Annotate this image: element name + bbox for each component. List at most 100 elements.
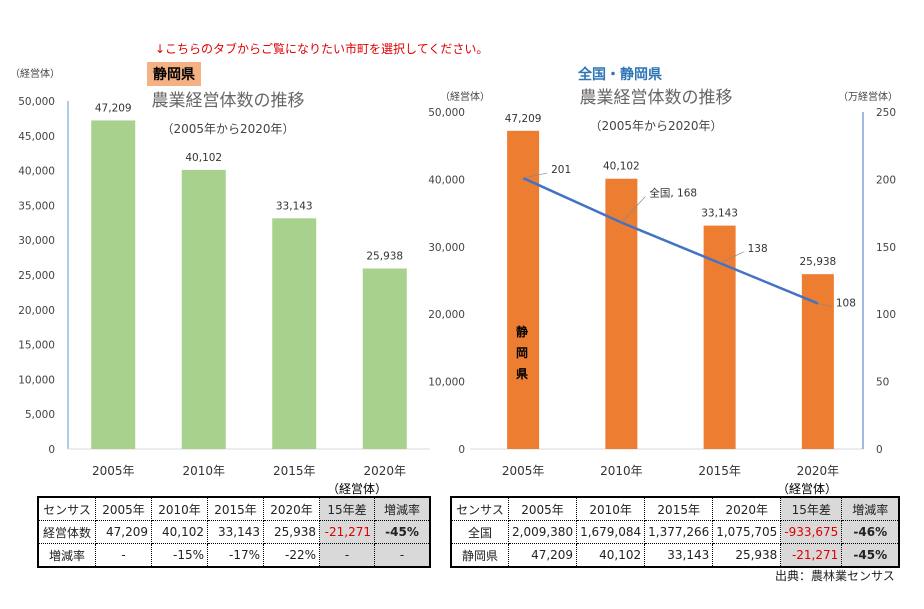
table-cell: 25,938	[712, 543, 782, 568]
right-table: センサス 2005年 2010年 2015年 2020年 15年差 増減率 全国 2,009,3…	[450, 496, 901, 568]
left-table: センサス 2005年 2010年 2015年 2020年 15年差 増減率 経営体数 47,20…	[37, 496, 431, 568]
bar	[605, 178, 638, 449]
table-cell: 2020年	[263, 496, 320, 521]
table-cell: -	[319, 543, 375, 568]
x-tick-label: 2015年	[698, 464, 741, 478]
data-label: 25,938	[800, 256, 837, 268]
y-tick-label: 50,000	[18, 96, 55, 108]
bar-series-label: 静	[516, 324, 528, 339]
data-label: 47,209	[95, 102, 132, 114]
unit-label-left: （経営体）	[327, 482, 388, 496]
leader-line	[621, 196, 646, 223]
bar-series-label: 岡	[516, 346, 528, 360]
y-tick-label: 45,000	[18, 131, 55, 143]
x-tick-label: 2005年	[92, 464, 135, 478]
x-tick-label: 2020年	[797, 464, 840, 478]
table-cell: -15%	[151, 543, 208, 568]
x-tick-label: 2010年	[600, 464, 643, 478]
y-tick-label: 50,000	[428, 107, 465, 119]
x-tick-label: 2010年	[182, 464, 225, 478]
y2-axis-label: （万経営体）	[838, 90, 898, 103]
table-row: 増減率 - -15% -17% -22% - -	[37, 543, 431, 568]
table-cell: 2015年	[207, 496, 264, 521]
data-label: 33,143	[701, 208, 738, 220]
table-cell: -21,271	[780, 543, 843, 568]
table-cell: 静岡県	[450, 543, 509, 568]
y-axis-label: （経営体）	[440, 90, 490, 103]
table-cell: 15年差	[319, 496, 375, 521]
chart-subtitle: （2005年から2020年）	[589, 119, 722, 133]
table-row: 静岡県 47,209 40,102 33,143 25,938 -21,271 -45%	[450, 543, 900, 568]
x-tick-label: 2020年	[363, 464, 406, 478]
y2-tick-label: 200	[876, 174, 896, 186]
leader-line	[817, 303, 832, 307]
leader-line	[523, 172, 548, 179]
bar	[801, 274, 834, 449]
chart-title: 農業経営体数の推移	[580, 88, 733, 108]
y-tick-label: 20,000	[428, 309, 465, 321]
table-cell: -	[95, 543, 152, 568]
data-label: 25,938	[366, 250, 403, 262]
y-tick-label: 10,000	[18, 374, 55, 386]
table-cell: 33,143	[644, 543, 714, 568]
table-cell: 2005年	[507, 496, 578, 521]
table-cell: 2010年	[151, 496, 208, 521]
table-header: センサス 2005年 2010年 2015年 2020年 15年差 増減率	[37, 496, 431, 521]
table-cell: センサス	[450, 496, 509, 521]
table-cell: -45%	[374, 520, 431, 544]
table-cell: 15年差	[780, 496, 843, 521]
table-cell: 1,679,084	[576, 520, 646, 544]
y-tick-label: 20,000	[18, 305, 55, 317]
table-cell: -46%	[841, 520, 900, 544]
table-header: センサス 2005年 2010年 2015年 2020年 15年差 増減率	[450, 496, 900, 521]
table-cell: 増減率	[841, 496, 900, 521]
y2-tick-label: 150	[876, 242, 896, 254]
table-cell: 2,009,380	[507, 520, 578, 544]
table-cell: -45%	[841, 543, 900, 568]
data-label: 40,102	[603, 161, 640, 173]
y2-tick-label: 0	[876, 444, 883, 456]
y-tick-label: 30,000	[428, 242, 465, 254]
table-cell: 2010年	[576, 496, 646, 521]
y-tick-label: 0	[48, 444, 55, 456]
bar	[181, 169, 226, 449]
table-cell: センサス	[37, 496, 96, 521]
table-cell: -17%	[207, 543, 264, 568]
line-data-label: 201	[551, 164, 571, 176]
y-tick-label: 35,000	[18, 200, 55, 212]
table-cell: 33,143	[207, 520, 264, 544]
y-tick-label: 5,000	[25, 409, 55, 421]
chart-subtitle: （2005年から2020年）	[161, 122, 294, 136]
table-cell: 47,209	[507, 543, 578, 568]
table-cell: 47,209	[95, 520, 152, 544]
y-tick-label: 0	[458, 444, 465, 456]
table-cell: 25,938	[263, 520, 320, 544]
bar	[272, 218, 317, 449]
y2-tick-label: 50	[876, 377, 889, 389]
chart-title: 農業経営体数の推移	[152, 91, 305, 111]
table-cell: 40,102	[576, 543, 646, 568]
y-tick-label: 40,000	[428, 174, 465, 186]
line-series-national	[522, 176, 819, 305]
y-tick-label: 30,000	[18, 235, 55, 247]
table-row: 経営体数 47,209 40,102 33,143 25,938 -21,271 -45%	[37, 520, 431, 544]
line-data-label: 108	[836, 297, 856, 309]
y2-tick-label: 100	[876, 309, 896, 321]
table-cell: -22%	[263, 543, 320, 568]
table-cell: 増減率	[374, 496, 431, 521]
right-region-tag: 全国・静岡県	[578, 67, 662, 83]
table-cell: 経営体数	[37, 520, 96, 544]
y-tick-label: 40,000	[18, 166, 55, 178]
line-data-label: 全国, 168	[649, 187, 697, 200]
bar	[91, 120, 136, 450]
bar	[362, 268, 407, 449]
left-region-tag: 静岡県	[147, 62, 201, 86]
x-tick-label: 2005年	[502, 464, 545, 478]
data-label: 47,209	[505, 113, 542, 125]
y2-tick-label: 250	[876, 107, 896, 119]
y-tick-label: 25,000	[18, 270, 55, 282]
bar-series-label: 県	[516, 367, 528, 381]
unit-label-right: （経営体）	[777, 482, 838, 496]
